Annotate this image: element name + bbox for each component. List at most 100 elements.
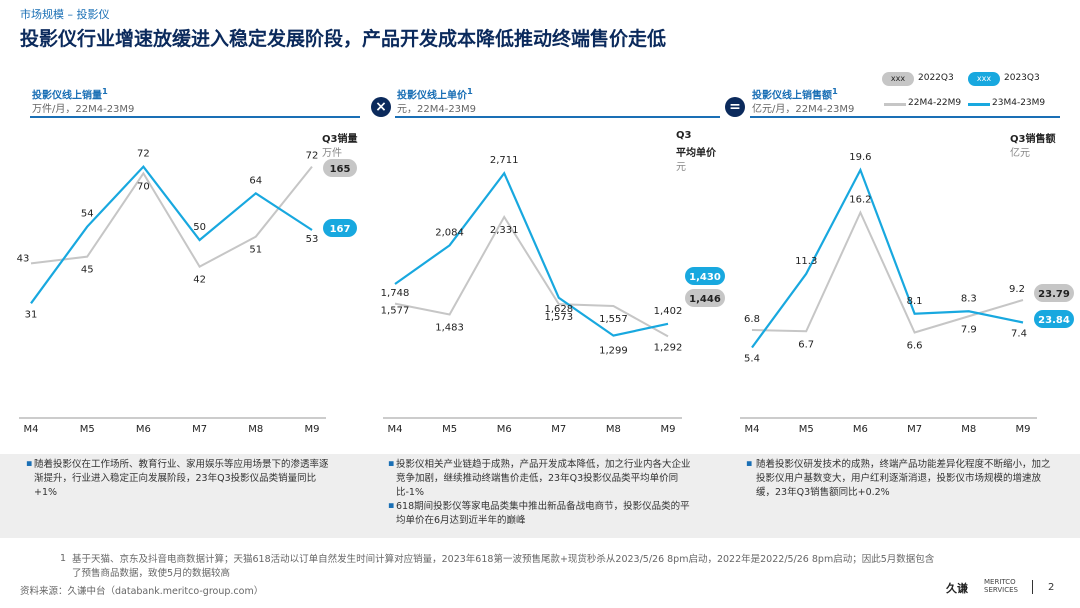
data-label: 50 xyxy=(193,222,206,233)
panel2-q3-label2: 平均单价 xyxy=(676,148,716,159)
note-2b: 618期间投影仪等家电品类集中推出新品备战电商节，投影仪品类的平均单价在6月达到… xyxy=(396,501,690,526)
x-tick-label: M8 xyxy=(961,424,976,435)
data-label: 8.1 xyxy=(907,296,923,307)
data-label: 2,084 xyxy=(435,227,464,238)
legend-series-2022: 22M4-22M9 xyxy=(908,98,962,108)
legend-line-2023 xyxy=(968,103,990,106)
data-label: 1,628 xyxy=(544,304,573,315)
data-label: 2,711 xyxy=(490,155,519,166)
series-line-22M4-22M9 xyxy=(394,214,669,338)
x-tick-label: M4 xyxy=(388,424,403,435)
multiply-icon: × xyxy=(371,97,391,117)
data-label: 43 xyxy=(17,253,30,264)
panel2-q3-label: Q3 xyxy=(676,130,692,141)
panel1-divider xyxy=(30,116,360,118)
data-label: 6.8 xyxy=(744,314,760,325)
bullet-icon: ▪ xyxy=(26,458,33,469)
data-label: 6.7 xyxy=(798,339,814,350)
panel1-title: 投影仪线上销量1 xyxy=(32,86,108,102)
x-tick-label: M8 xyxy=(248,424,263,435)
charts-svg: M4 M5 M6 M7 M8 M9 43 45 70 42 51 72 31 54 72 50 64 53 165 1… xyxy=(17,149,1074,435)
legend-chip-2023: xxx xyxy=(968,72,1000,86)
x-tick-label: M5 xyxy=(80,424,95,435)
series-line-23M4-23M9 xyxy=(751,167,1024,349)
data-label: 2,331 xyxy=(490,225,519,236)
legend-label-2023q3: 2023Q3 xyxy=(1004,73,1040,83)
x-tick-label: M8 xyxy=(606,424,621,435)
source-text: 资料来源：久谦中台（databank.meritco-group.com） xyxy=(20,586,264,597)
data-label: 1,299 xyxy=(599,346,628,357)
footnote: 基于天猫、京东及抖音电商数据计算；天猫618活动以订单自然发生时间计算对应销量，… xyxy=(72,554,935,579)
legend-label-2022q3: 2022Q3 xyxy=(918,73,954,83)
panel1-subtitle: 万件/月，22M4-23M9 xyxy=(32,104,135,115)
data-label: 11.3 xyxy=(795,256,817,267)
x-tick-label: M6 xyxy=(853,424,868,435)
x-tick-label: M4 xyxy=(745,424,760,435)
data-label: 7.9 xyxy=(961,324,977,335)
x-tick-label: M7 xyxy=(907,424,922,435)
bullet-icon: ▪ xyxy=(388,500,395,511)
data-label: 42 xyxy=(193,275,206,286)
x-tick-label: M5 xyxy=(799,424,814,435)
q3-pill-2022-bg xyxy=(323,159,357,177)
q3-pill-2023: 1,430 xyxy=(689,272,721,283)
q3-pill-2023-bg xyxy=(1034,310,1074,328)
panel3-title: 投影仪线上销售额1 xyxy=(752,86,838,102)
data-label: 8.3 xyxy=(961,293,977,304)
panel3-divider xyxy=(750,116,1060,118)
bullet-icon: ▪ xyxy=(746,458,753,469)
chart-unit-price: M4 M5 M6 M7 M8 M9 1,577 1,483 2,331 1,573 1,557 1,2… xyxy=(381,155,725,435)
legend-series-2023: 23M4-23M9 xyxy=(992,98,1046,108)
x-tick-label: M7 xyxy=(551,424,566,435)
panel3-q3-unit: 亿元 xyxy=(1010,148,1030,159)
panel3-q3-label: Q3销售额 xyxy=(1010,134,1056,145)
data-label: 72 xyxy=(306,151,319,162)
data-label: 16.2 xyxy=(849,195,871,206)
panel2-subtitle: 元，22M4-23M9 xyxy=(397,104,477,115)
q3-pill-2022: 23.79 xyxy=(1038,289,1070,300)
data-label: 1,748 xyxy=(381,288,410,299)
x-tick-label: M9 xyxy=(661,424,676,435)
chart-sales-volume: M4 M5 M6 M7 M8 M9 43 45 70 42 51 72 31 54 72 50 64 53 165 1… xyxy=(17,149,357,435)
x-tick-label: M6 xyxy=(497,424,512,435)
data-label: 45 xyxy=(81,265,94,276)
data-label: 64 xyxy=(249,175,262,186)
breadcrumb: 市场规模 – 投影仪 xyxy=(20,8,110,21)
q3-pill-2022: 1,446 xyxy=(689,294,721,305)
q3-pill-2022: 165 xyxy=(330,164,351,175)
series-line-23M4-23M9 xyxy=(394,171,669,337)
logo: 久谦 xyxy=(946,582,968,595)
q3-pill-2023-bg xyxy=(685,267,725,285)
x-tick-label: M5 xyxy=(442,424,457,435)
x-tick-label: M7 xyxy=(192,424,207,435)
data-label: 54 xyxy=(81,209,94,220)
data-label: 1,483 xyxy=(435,322,464,333)
note-2a: 投影仪相关产业链趋于成熟，产品开发成本降低，加之行业内各大企业竞争加剧，继续推动… xyxy=(396,459,691,498)
logo-english: MERITCO SERVICES xyxy=(984,578,1018,594)
series-line-23M4-23M9 xyxy=(30,164,313,304)
series-line-22M4-22M9 xyxy=(30,166,313,268)
panel2-q3-unit: 元 xyxy=(676,162,686,173)
footnote-number: 1 xyxy=(60,553,67,564)
data-label: 19.6 xyxy=(849,152,871,163)
x-tick-label: M9 xyxy=(1016,424,1031,435)
panel2-title: 投影仪线上单价1 xyxy=(397,86,473,102)
data-label: 7.4 xyxy=(1011,329,1027,340)
q3-pill-2022-bg xyxy=(1034,284,1074,302)
data-label: 1,573 xyxy=(544,312,573,323)
panel2-divider xyxy=(395,116,720,118)
panel1-q3-label: Q3销量 xyxy=(322,134,358,145)
panel1-q3-unit: 万件 xyxy=(322,148,342,159)
note-3: 随着投影仪研发技术的成熟，终端产品功能差异化程度不断缩小，加之投影仪用户基数变大… xyxy=(756,459,1051,498)
chart-sales-revenue: M4 M5 M6 M7 M8 M9 6.8 6.7 16.2 6.6 7.9 9.2 5.4 11.3 19… xyxy=(740,152,1074,435)
legend-chip-2022: xxx xyxy=(882,72,914,86)
page-title: 投影仪行业增速放缓进入稳定发展阶段，产品开发成本降低推动终端售价走低 xyxy=(20,28,667,50)
data-label: 1,292 xyxy=(654,342,683,353)
data-label: 1,557 xyxy=(599,314,628,325)
data-label: 1,577 xyxy=(381,306,410,317)
data-label: 70 xyxy=(137,181,150,192)
panel3-subtitle: 亿元/月，22M4-23M9 xyxy=(752,104,855,115)
data-label: 9.2 xyxy=(1009,284,1025,295)
data-label: 51 xyxy=(249,245,262,256)
data-label: 6.6 xyxy=(907,341,923,352)
